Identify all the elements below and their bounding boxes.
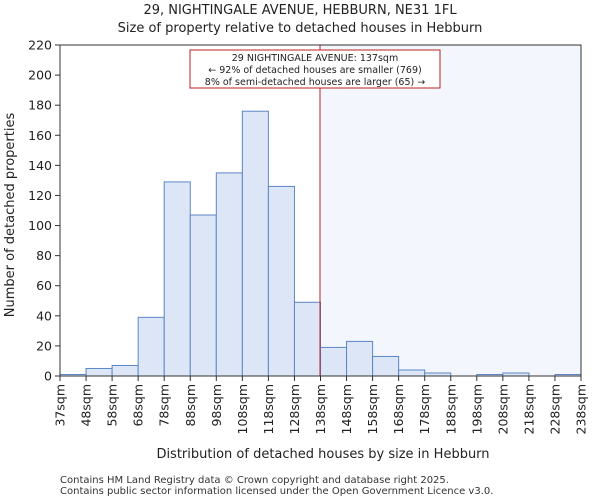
x-tick-label: 68sqm: [131, 384, 146, 427]
bar: [320, 346, 348, 377]
y-tick-label: 100: [28, 218, 52, 233]
x-tick-label: 148sqm: [339, 384, 354, 434]
bar: [111, 364, 139, 377]
x-tick-label: 108sqm: [235, 384, 250, 434]
footer-line-2: Contains public sector information licen…: [60, 486, 493, 497]
plot-frame: [59, 44, 582, 377]
x-axis-label: Distribution of detached houses by size …: [156, 447, 489, 462]
x-tick-label: 158sqm: [365, 384, 380, 434]
annotation-box: 29 NIGHTINGALE AVENUE: 137sqm ← 92% of d…: [189, 49, 441, 89]
bar: [372, 355, 400, 377]
y-tick-label: 120: [28, 188, 52, 203]
x-tick-label: 188sqm: [443, 384, 458, 434]
bar: [189, 214, 217, 377]
bar: [137, 316, 165, 377]
y-ticks: 0 20 40 60 80 100 120 140 160 180 200 220: [28, 38, 60, 384]
y-tick-label: 200: [28, 68, 52, 83]
y-tick-label: 220: [28, 38, 52, 53]
x-tick-label: 98sqm: [209, 384, 224, 427]
y-tick-label: 140: [28, 158, 52, 173]
y-tick-label: 60: [36, 278, 52, 293]
y-axis-label: Number of detached properties: [3, 113, 18, 318]
chart-subtitle: Size of property relative to detached ho…: [118, 21, 483, 36]
x-tick-label: 228sqm: [547, 384, 562, 434]
bar: [293, 301, 322, 377]
bar: [346, 340, 374, 377]
annotation-border: [189, 49, 441, 89]
x-tick-label: 118sqm: [261, 384, 276, 434]
bar: [267, 185, 295, 377]
y-tick-label: 160: [28, 128, 52, 143]
y-tick-label: 0: [44, 369, 52, 384]
x-tick-label: 37sqm: [53, 384, 68, 427]
y-tick-label: 40: [36, 308, 52, 323]
x-tick-label: 138sqm: [313, 384, 328, 434]
x-tick-label: 198sqm: [469, 384, 484, 434]
x-tick-label: 208sqm: [495, 384, 510, 434]
x-ticks: 37sqm 48sqm 58sqm 68sqm 78sqm 88sqm 98sqm 108sq…: [53, 376, 589, 434]
x-tick-label: 78sqm: [157, 384, 172, 427]
chart-title: 29, NIGHTINGALE AVENUE, HEBBURN, NE31 1F…: [143, 3, 457, 18]
annotation-line-3: 8% of semi-detached houses are larger (6…: [205, 77, 425, 88]
x-tick-label: 48sqm: [79, 384, 94, 427]
bar: [215, 172, 243, 377]
x-tick-label: 238sqm: [574, 384, 589, 434]
larger-region-shading: [320, 45, 581, 376]
bar: [241, 110, 269, 377]
bar: [398, 369, 426, 377]
bar: [85, 367, 113, 377]
x-tick-label: 218sqm: [521, 384, 536, 434]
annotation-line-2: ← 92% of detached houses are smaller (76…: [208, 65, 421, 76]
x-tick-label: 168sqm: [391, 384, 406, 434]
y-tick-label: 80: [36, 248, 52, 263]
annotation-line-1: 29 NIGHTINGALE AVENUE: 137sqm: [232, 53, 398, 64]
y-tick-label: 20: [36, 338, 52, 353]
y-tick-label: 180: [28, 98, 52, 113]
x-tick-label: 128sqm: [287, 384, 302, 434]
footer-line-1: Contains HM Land Registry data © Crown c…: [60, 475, 449, 486]
x-tick-label: 88sqm: [183, 384, 198, 427]
x-tick-label: 178sqm: [417, 384, 432, 434]
bar: [163, 181, 191, 377]
x-tick-label: 58sqm: [105, 384, 120, 427]
